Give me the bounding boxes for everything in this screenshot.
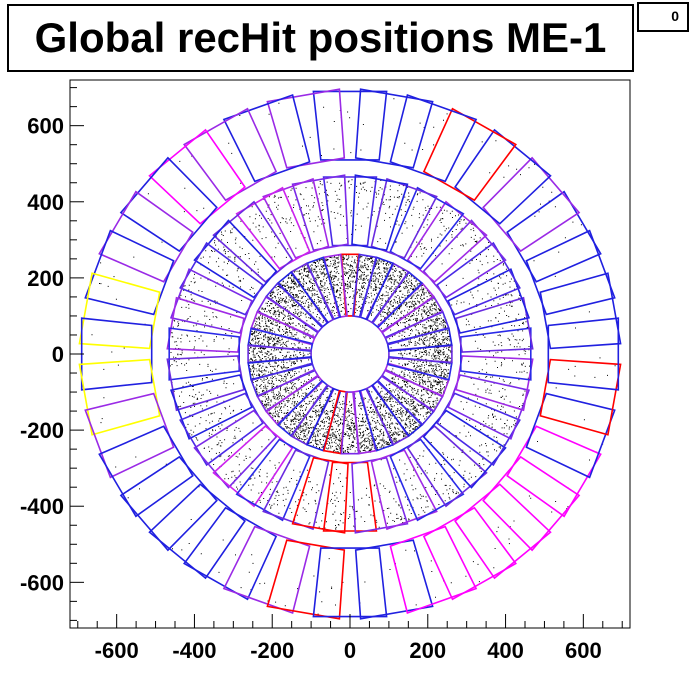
chamber-ME1-3-12 (98, 425, 194, 518)
x-tick-label: 0 (344, 638, 356, 663)
rechit-cloud (91, 98, 616, 615)
axes: -600 -400 -200 0 200 400 600 -600 -400 -200 0 200 40… (20, 79, 631, 663)
chamber-ME1-1-13 (265, 374, 324, 426)
chamber-ME1-3-15 (183, 506, 278, 601)
chamber-ME1-3-33 (422, 107, 517, 202)
chamber-ME1-1-35 (352, 253, 378, 319)
chamber-ME1-2-18 (322, 461, 378, 532)
plot-frame (69, 79, 631, 629)
chamber-ME1-2-0 (322, 176, 378, 247)
chamber-ME1-3-8 (78, 272, 161, 350)
y-tick-label: -600 (20, 570, 64, 595)
chamber-ME1-2-23 (422, 409, 507, 489)
title-box: Global recHit positions ME-1 (7, 4, 634, 72)
chamber-ME1-3-4 (148, 128, 246, 225)
chamber-ME1-3-18 (312, 547, 388, 618)
chamber-ME1-3-21 (422, 506, 517, 601)
x-tick-label: -600 (95, 638, 139, 663)
y-tick-label: 600 (27, 114, 64, 139)
chamber-ME1-3-20 (389, 525, 478, 615)
chamber-ME1-3-14 (148, 483, 246, 580)
chamber-ME1-3-11 (84, 392, 175, 479)
chamber-ME1-3-19 (354, 539, 434, 620)
chamber-ME1-3-1 (266, 88, 346, 169)
x-tick-label: 400 (487, 638, 524, 663)
x-tick-label: 200 (409, 638, 446, 663)
chamber-ME1-3-9 (80, 317, 153, 391)
chamber-ME1-3-25 (525, 392, 616, 479)
y-tick-label: 400 (27, 190, 64, 215)
chamber-ME1-3-7 (84, 229, 175, 316)
chamber-ME1-3-24 (506, 425, 602, 518)
chamber-ME1-1-25 (384, 362, 450, 398)
chamber-ME1-3-13 (119, 455, 218, 552)
chamber-ME1-3-30 (506, 190, 602, 283)
x-tick-label: 600 (565, 638, 602, 663)
chamber-ME1-2-5 (193, 219, 278, 299)
y-tick-label: -400 (20, 494, 64, 519)
chamber-ME1-2-13 (193, 409, 278, 489)
chamber-ME1-3-32 (454, 128, 552, 225)
stats-box: 0 (637, 2, 689, 32)
chamber-ME1-3-27 (547, 317, 620, 391)
chamber-ME1-3-17 (266, 539, 346, 620)
chamber-ME1-3-2 (222, 93, 311, 183)
chamber-ME1-2-35 (351, 174, 409, 252)
chamber-ME1-3-34 (389, 93, 478, 183)
chamber-ME1-3-3 (183, 107, 278, 202)
x-tick-label: -400 (172, 638, 216, 663)
y-tick-label: 200 (27, 266, 64, 291)
chamber-ME1-3-5 (119, 156, 218, 253)
chamber-ME1-1-7 (250, 310, 316, 346)
chamber-ME1-3-16 (222, 525, 311, 615)
rechit-points (91, 98, 616, 615)
chamber-ME1-3-35 (354, 88, 434, 169)
chamber-ME1-1-29 (384, 310, 450, 346)
x-tick-label: -200 (250, 638, 294, 663)
chamber-ME1-2-14 (212, 425, 294, 508)
chamber-ME1-3-26 (539, 358, 622, 436)
chamber-ME1-3-29 (525, 229, 616, 316)
chamber-ME1-2-22 (406, 425, 488, 508)
chamber-ME1-3-23 (482, 455, 581, 552)
chamber-ME1-2-31 (422, 219, 507, 299)
entries-label: 0 (671, 8, 679, 24)
chamber-ME1-2-4 (212, 200, 294, 283)
chamber-ME1-3-0 (312, 90, 388, 161)
y-tick-label: -200 (20, 418, 64, 443)
chamber-ME1-3-10 (78, 358, 161, 436)
y-tick-label: 0 (52, 342, 64, 367)
chamber-outlines (78, 88, 622, 620)
chamber-ME1-3-6 (98, 190, 194, 283)
chamber-ME1-3-28 (539, 272, 622, 350)
chart-title: Global recHit positions ME-1 (34, 14, 607, 61)
chamber-ME1-1-32 (370, 271, 424, 329)
chamber-ME1-3-22 (454, 483, 552, 580)
chamber-ME1-3-31 (482, 156, 581, 253)
